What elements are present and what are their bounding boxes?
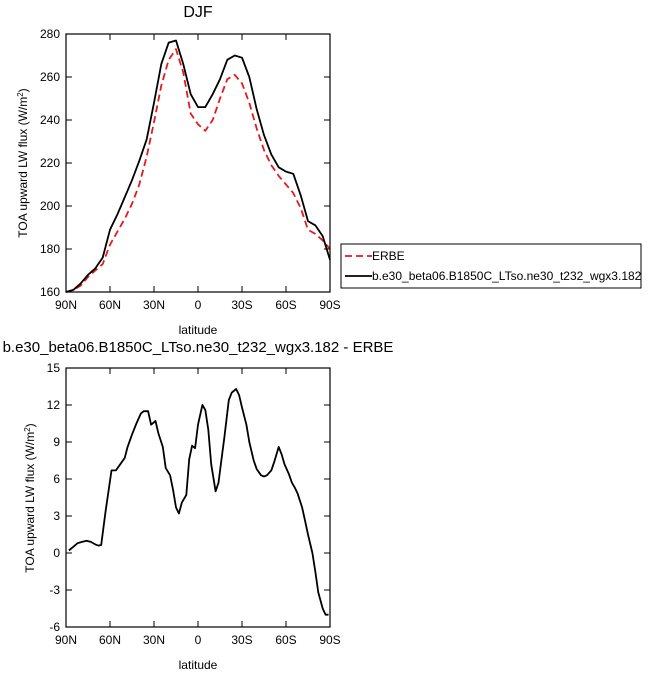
chart-bottom-series-line-0 bbox=[68, 388, 329, 616]
chart-bottom-ytick-label: -3 bbox=[49, 583, 60, 597]
chart-top-xtick-label: 30S bbox=[231, 298, 252, 312]
chart-top-xtick-label: 60N bbox=[99, 298, 121, 312]
chart-bottom-xtick-label: 60N bbox=[99, 633, 121, 647]
chart-bottom-xtick-label: 30N bbox=[143, 633, 165, 647]
chart-bottom-ytick-label: -6 bbox=[49, 620, 60, 634]
chart-top-ytick-label: 280 bbox=[40, 27, 60, 41]
chart-bottom-xtick-label: 90S bbox=[319, 633, 340, 647]
chart-top-xtick-label: 60S bbox=[275, 298, 296, 312]
chart-top-ytick-label: 160 bbox=[40, 285, 60, 299]
chart-bottom: b.e30_beta06.B1850C_LTso.ne30_t232_wgx3.… bbox=[3, 339, 394, 672]
chart-top-xtick-label: 90S bbox=[319, 298, 340, 312]
chart-bottom-xtick-label: 30S bbox=[231, 633, 252, 647]
chart-bottom-xtick-label: 60S bbox=[275, 633, 296, 647]
chart-top-title: DJF bbox=[183, 4, 213, 21]
chart-bottom-ytick-label: 9 bbox=[53, 435, 60, 449]
chart-bottom-plot-area: 90N 60N 30N 0 30S 60S 90S -6 -3 0 3 6 9 12 15 bbox=[47, 361, 341, 647]
legend-box bbox=[340, 243, 642, 289]
chart-bottom-ylabel: TOA upward LW flux (W/m2) bbox=[23, 423, 38, 572]
chart-bottom-xlabel: latitude bbox=[179, 658, 218, 672]
chart-top-legend: ERBE b.e30_beta06.B1850C_LTso.ne30_t232_… bbox=[340, 243, 642, 289]
chart-bottom-xtick-label: 0 bbox=[195, 633, 202, 647]
chart-top-xtick-label: 0 bbox=[195, 298, 202, 312]
chart-bottom-xtick-label: 90N bbox=[55, 633, 77, 647]
chart-top-xtick-label: 90N bbox=[55, 298, 77, 312]
chart-bottom-title: b.e30_beta06.B1850C_LTso.ne30_t232_wgx3.… bbox=[3, 339, 394, 356]
chart-bottom-frame bbox=[65, 367, 331, 628]
chart-top-ylabel: TOA upward LW flux (W/m2) bbox=[16, 88, 31, 237]
chart-bottom-ytick-label: 3 bbox=[53, 509, 60, 523]
legend-label-erbe: ERBE bbox=[372, 249, 405, 263]
chart-bottom-ytick-label: 6 bbox=[53, 472, 60, 486]
chart-top-ytick-label: 200 bbox=[40, 199, 60, 213]
chart-top-ytick-label: 240 bbox=[40, 113, 60, 127]
chart-top-ytick-label: 180 bbox=[40, 242, 60, 256]
chart-top-plot-area: 90N 60N 30N 0 30S 60S 90S 160 180 200 220 240 260 280 bbox=[40, 27, 341, 312]
chart-top-series-line-0 bbox=[65, 48, 331, 293]
chart-top-xlabel: latitude bbox=[179, 323, 218, 337]
chart-top: DJF 90N 60N 30N 0 30S 60S 90S 160 180 200 220 240 26… bbox=[16, 4, 642, 337]
chart-top-ytick-label: 220 bbox=[40, 156, 60, 170]
chart-top-ytick-label: 260 bbox=[40, 70, 60, 84]
chart-bottom-ytick-label: 15 bbox=[47, 361, 61, 375]
chart-top-xtick-label: 30N bbox=[143, 298, 165, 312]
chart-bottom-ytick-label: 12 bbox=[47, 398, 61, 412]
chart-top-series-line-1 bbox=[65, 39, 331, 293]
chart-top-frame bbox=[65, 33, 331, 293]
chart-bottom-ytick-label: 0 bbox=[53, 546, 60, 560]
legend-label-model: b.e30_beta06.B1850C_LTso.ne30_t232_wgx3.… bbox=[372, 269, 642, 283]
